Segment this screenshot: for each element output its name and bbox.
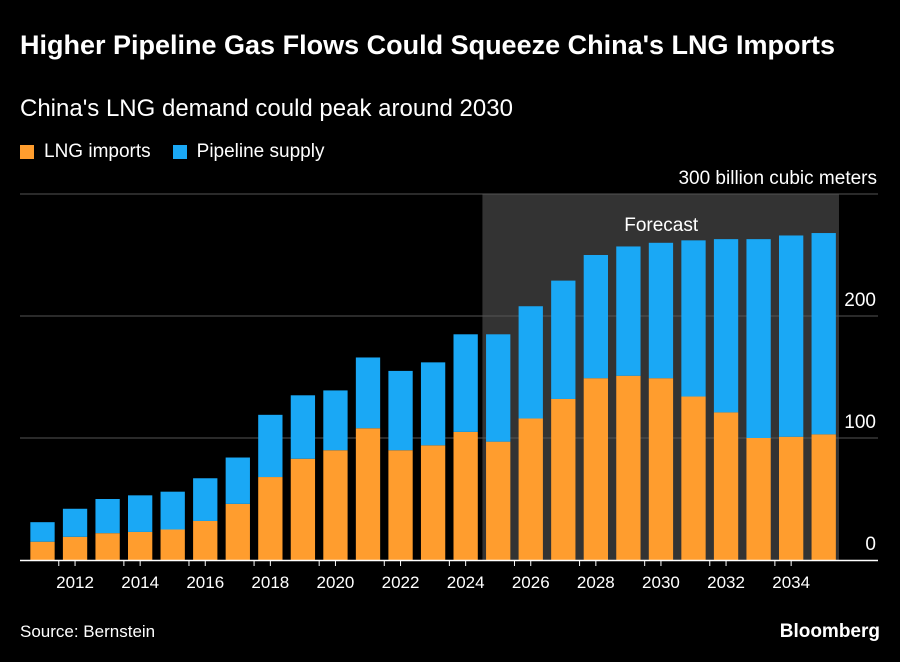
bar-lng-imports	[518, 418, 543, 560]
y-axis-unit-label: 300 billion cubic meters	[678, 168, 877, 189]
bar-lng-imports	[486, 441, 511, 560]
bar-pipeline-supply	[420, 362, 446, 446]
bar-pipeline-supply	[486, 334, 511, 442]
bar-lng-imports	[323, 450, 348, 560]
y-tick-label: 200	[844, 290, 876, 311]
legend-item-pipeline: Pipeline supply	[172, 141, 325, 163]
x-tick-label: 2022	[382, 573, 420, 592]
x-tick-label: 2034	[772, 573, 810, 592]
legend-label-pipeline: Pipeline supply	[196, 141, 325, 162]
x-tick-label: 2024	[447, 573, 485, 592]
bar-pipeline-supply	[258, 414, 283, 478]
forecast-label: Forecast	[624, 215, 699, 236]
x-tick-label: 2020	[317, 573, 355, 592]
bar-lng-imports	[811, 434, 836, 560]
x-tick-label: 2014	[121, 573, 159, 592]
bar-pipeline-supply	[160, 491, 185, 530]
bar-pipeline-supply	[811, 233, 836, 435]
bar-pipeline-supply	[713, 239, 739, 413]
bar-lng-imports	[453, 431, 478, 560]
bar-lng-imports	[128, 531, 153, 560]
bar-lng-imports	[355, 428, 381, 560]
bar-lng-imports	[583, 378, 608, 560]
legend-swatch-lng	[20, 145, 34, 159]
bar-pipeline-supply	[193, 478, 218, 521]
bar-pipeline-supply	[62, 508, 88, 537]
bar-lng-imports	[779, 436, 804, 560]
bar-lng-imports	[160, 529, 185, 560]
bar-pipeline-supply	[225, 457, 250, 504]
bar-pipeline-supply	[128, 495, 153, 532]
chart-subtitle: China's LNG demand could peak around 203…	[20, 95, 513, 122]
bar-lng-imports	[225, 503, 250, 560]
bar-pipeline-supply	[30, 522, 55, 542]
legend: LNG imports Pipeline supply	[20, 141, 346, 163]
brand-logo-text: Bloomberg	[779, 621, 880, 642]
x-tick-label: 2026	[512, 573, 550, 592]
x-tick-label: 2030	[642, 573, 680, 592]
bar-lng-imports	[30, 541, 55, 560]
y-tick-label: 100	[844, 412, 876, 433]
bar-lng-imports	[648, 378, 674, 560]
legend-item-lng: LNG imports	[20, 141, 151, 163]
bar-pipeline-supply	[583, 255, 608, 379]
bar-lng-imports	[681, 396, 706, 560]
x-tick-label: 2028	[577, 573, 615, 592]
bar-lng-imports	[388, 450, 413, 560]
bar-lng-imports	[420, 445, 446, 560]
legend-swatch-pipeline	[172, 145, 187, 159]
legend-label-lng: LNG imports	[44, 141, 151, 162]
bar-pipeline-supply	[779, 235, 804, 437]
bar-pipeline-supply	[388, 370, 413, 451]
bar-lng-imports	[95, 533, 120, 560]
bar-pipeline-supply	[323, 390, 348, 451]
chart-title: Higher Pipeline Gas Flows Could Squeeze …	[20, 30, 836, 60]
bar-pipeline-supply	[290, 395, 316, 459]
bar-lng-imports	[258, 477, 283, 560]
x-tick-label: 2012	[56, 573, 94, 592]
bar-lng-imports	[746, 438, 771, 560]
bar-lng-imports	[290, 458, 316, 560]
bar-lng-imports	[713, 412, 739, 560]
bar-lng-imports	[193, 520, 218, 560]
bar-pipeline-supply	[453, 334, 478, 432]
bar-pipeline-supply	[616, 246, 641, 376]
bar-lng-imports	[551, 398, 576, 560]
bar-pipeline-supply	[518, 306, 543, 419]
y-tick-label: 0	[865, 534, 876, 555]
bar-pipeline-supply	[551, 280, 576, 399]
x-tick-label: 2018	[251, 573, 289, 592]
x-tick-label: 2032	[707, 573, 745, 592]
bar-pipeline-supply	[746, 239, 771, 438]
bar-pipeline-supply	[648, 242, 674, 379]
bar-pipeline-supply	[681, 240, 706, 397]
bar-pipeline-supply	[355, 357, 381, 429]
source-note: Source: Bernstein	[20, 622, 156, 641]
bar-pipeline-supply	[95, 499, 120, 534]
bar-lng-imports	[62, 536, 88, 560]
bar-lng-imports	[616, 375, 641, 560]
x-tick-label: 2016	[186, 573, 224, 592]
